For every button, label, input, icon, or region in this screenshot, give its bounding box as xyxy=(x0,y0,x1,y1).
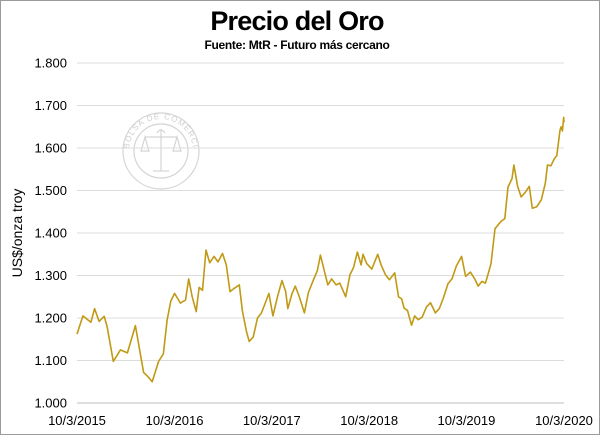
y-tick-label: 1.200 xyxy=(34,311,67,326)
watermark-text: BOLSA DE COMERCIO DE ROSARIO xyxy=(1,1,199,149)
y-tick-label: 1.300 xyxy=(34,268,67,283)
x-tick-label: 10/3/2018 xyxy=(340,413,398,428)
y-axis-label: US$/onza troy xyxy=(9,189,25,278)
y-tick-label: 1.700 xyxy=(34,98,67,113)
y-tick-label: 1.000 xyxy=(34,396,67,411)
x-tick-label: 10/3/2019 xyxy=(438,413,496,428)
y-tick-label: 1.600 xyxy=(34,141,67,156)
svg-text:BOLSA DE COMERCIO DE ROSARIO: BOLSA DE COMERCIO DE ROSARIO xyxy=(1,1,200,149)
x-axis-ticks: 10/3/2015 10/3/2016 10/3/2017 10/3/2018 10/3… xyxy=(48,413,593,428)
chart-title: Precio del Oro xyxy=(210,6,384,36)
y-axis-ticks: 1.000 1.100 1.200 1.300 1.400 1.500 1.600 1.700… xyxy=(34,56,67,411)
x-tick-label: 10/3/2015 xyxy=(48,413,106,428)
y-tick-label: 1.100 xyxy=(34,353,67,368)
chart-subtitle: Fuente: MtR - Futuro más cercano xyxy=(204,38,389,52)
y-tick-label: 1.400 xyxy=(34,226,67,241)
x-tick-label: 10/3/2016 xyxy=(146,413,204,428)
x-tick-label: 10/3/2017 xyxy=(243,413,301,428)
y-tick-label: 1.500 xyxy=(34,183,67,198)
x-tick-label: 10/3/2020 xyxy=(535,413,593,428)
y-tick-label: 1.800 xyxy=(34,56,67,71)
gold-price-series-line xyxy=(76,116,565,383)
bolsa-de-comercio-seal-watermark: BOLSA DE COMERCIO DE ROSARIO xyxy=(1,1,200,190)
horizontal-gridlines xyxy=(77,62,564,361)
